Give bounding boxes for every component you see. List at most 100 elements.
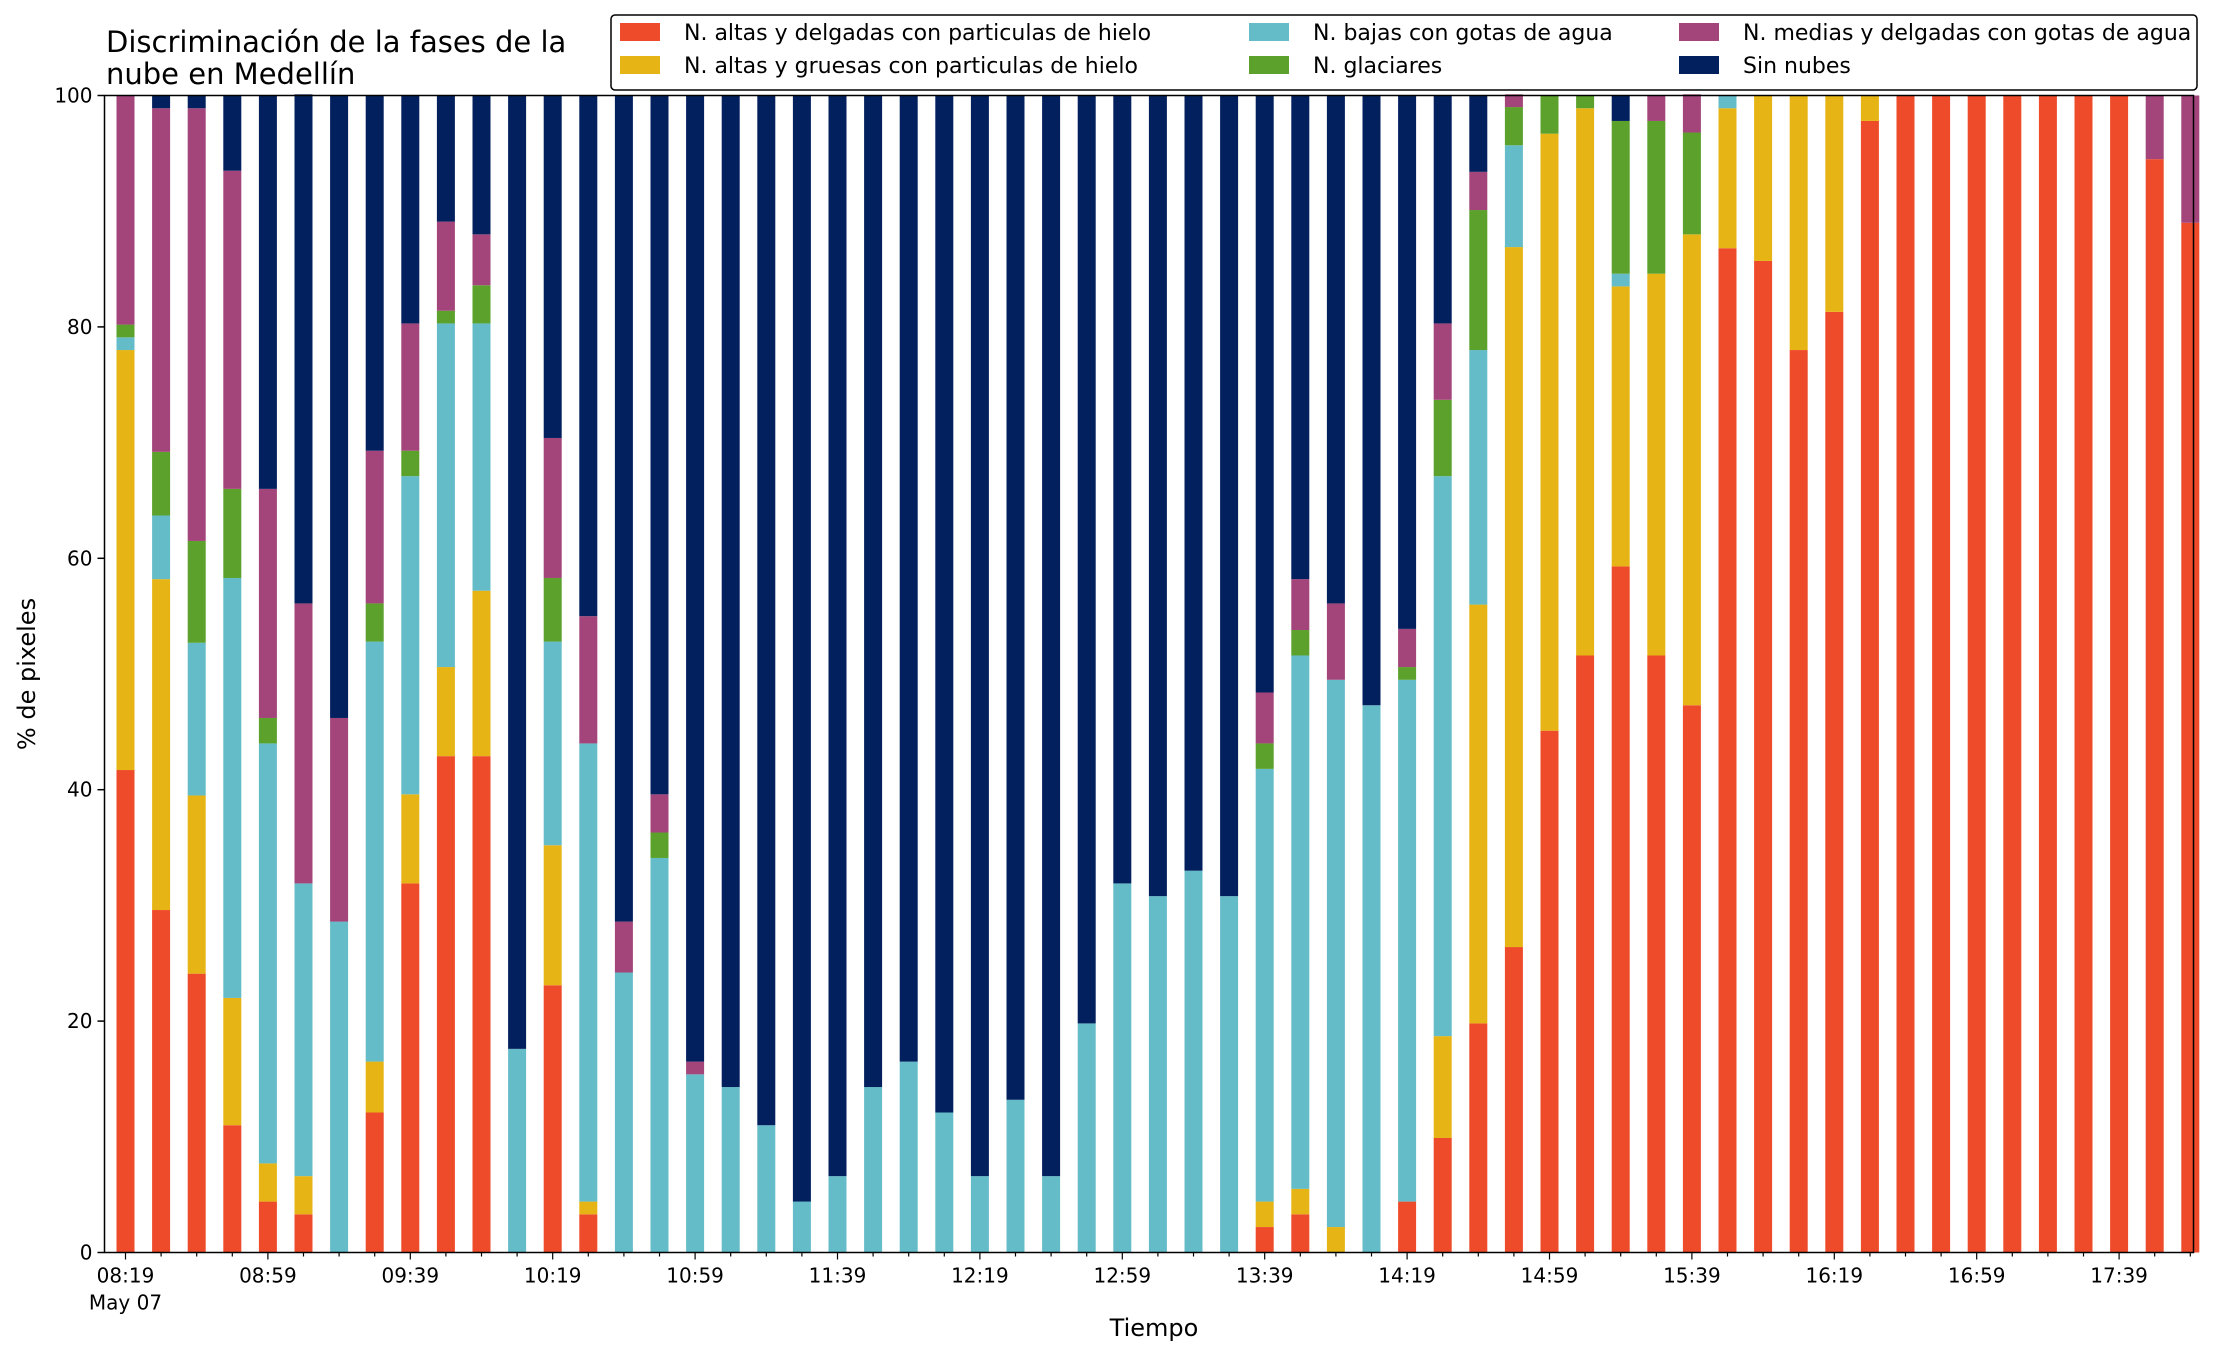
bar-segment-s2-i22 (899, 1061, 918, 1253)
bar-segment-s5-i14 (614, 95, 633, 922)
bars-layer (116, 94, 2200, 1253)
x-tick-label: 08:19 (97, 1264, 155, 1288)
bar-segment-s4-i0 (116, 95, 135, 325)
bar-segment-s4-i32 (1255, 692, 1274, 744)
bar-segment-s0-i12 (543, 985, 562, 1253)
bar-segment-s0-i55 (2074, 95, 2093, 1253)
bar-segment-s5-i6 (330, 95, 349, 718)
legend-swatch (1249, 56, 1289, 74)
bar-segment-s4-i58 (2181, 95, 2200, 223)
bar-segment-s2-i18 (757, 1125, 776, 1253)
y-tick-label: 0 (80, 1241, 93, 1265)
bar-segment-s1-i48 (1825, 95, 1844, 312)
bar-segment-s5-i26 (1042, 95, 1061, 1177)
bar-segment-s3-i44 (1682, 132, 1701, 235)
bar-segment-s4-i15 (650, 794, 669, 833)
bar-segment-s1-i0 (116, 350, 135, 771)
bar-segment-s0-i45 (1718, 248, 1737, 1253)
bar-segment-s0-i57 (2145, 159, 2164, 1253)
bar-segment-s5-i23 (935, 95, 954, 1113)
bar-segment-s1-i47 (1789, 95, 1808, 351)
bar-segment-s5-i9 (436, 95, 455, 222)
y-tick-label: 80 (67, 315, 92, 339)
bar-segment-s5-i4 (258, 95, 277, 489)
legend-label: N. glaciares (1313, 54, 1442, 79)
bar-segment-s5-i33 (1291, 95, 1310, 580)
bar-segment-s5-i13 (579, 95, 598, 617)
bar-segment-s0-i46 (1754, 260, 1773, 1253)
bar-segment-s3-i9 (436, 310, 455, 324)
bar-segment-s2-i4 (258, 743, 277, 1164)
bar-segment-s0-i1 (152, 910, 171, 1253)
x-tick-label: 15:39 (1663, 1264, 1721, 1288)
bar-segment-s5-i25 (1006, 95, 1025, 1100)
bar-segment-s2-i29 (1148, 896, 1167, 1253)
bar-segment-s4-i39 (1504, 94, 1523, 108)
bar-segment-s1-i1 (152, 579, 171, 911)
bar-segment-s5-i35 (1362, 95, 1381, 706)
bar-segment-s5-i38 (1469, 95, 1488, 172)
bar-segment-s2-i34 (1326, 679, 1345, 1228)
x-tick-label: 12:19 (951, 1264, 1009, 1288)
bar-segment-s5-i7 (365, 95, 384, 451)
bar-segment-s4-i7 (365, 450, 384, 604)
bar-segment-s3-i41 (1576, 95, 1595, 109)
bar-segment-s3-i33 (1291, 630, 1310, 656)
bar-segment-s5-i29 (1148, 95, 1167, 897)
bar-segment-s2-i26 (1042, 1176, 1061, 1253)
bar-segment-s1-i4 (258, 1163, 277, 1202)
x-tick-label: 14:19 (1378, 1264, 1436, 1288)
bar-segment-s3-i43 (1647, 120, 1666, 274)
bar-segment-s0-i3 (223, 1125, 242, 1253)
legend: N. altas y delgadas con particulas de hi… (610, 14, 2198, 91)
bar-segment-s1-i13 (579, 1201, 598, 1215)
bar-segment-s1-i34 (1326, 1227, 1345, 1253)
bar-segment-s2-i9 (436, 323, 455, 668)
bar-segment-s1-i44 (1682, 234, 1701, 706)
bar-segment-s3-i4 (258, 717, 277, 744)
bar-segment-s0-i41 (1576, 655, 1595, 1253)
bar-segment-s2-i23 (935, 1112, 954, 1253)
y-tick-label: 100 (54, 84, 92, 108)
x-tick-label: 16:19 (1805, 1264, 1863, 1288)
bar-segment-s5-i15 (650, 95, 669, 795)
legend-box (610, 14, 2198, 91)
legend-swatch (620, 23, 660, 41)
bar-segment-s2-i28 (1113, 883, 1132, 1253)
bar-segment-s2-i16 (686, 1074, 705, 1253)
bar-segment-s0-i47 (1789, 350, 1808, 1253)
bar-segment-s4-i5 (294, 603, 313, 884)
x-tick-sublabel: May 07 (89, 1291, 162, 1315)
bar-segment-s0-i9 (436, 756, 455, 1253)
bar-segment-s1-i40 (1540, 133, 1559, 731)
bar-segment-s4-i1 (152, 108, 171, 452)
bar-segment-s2-i17 (721, 1087, 740, 1253)
bar-segment-s5-i17 (721, 95, 740, 1088)
bar-segment-s4-i57 (2145, 95, 2164, 160)
bar-segment-s2-i11 (508, 1048, 527, 1253)
legend-label: N. bajas con gotas de agua (1313, 21, 1613, 46)
bar-segment-s5-i22 (899, 95, 918, 1062)
bar-segment-s5-i32 (1255, 95, 1274, 693)
bar-segment-s3-i3 (223, 488, 242, 578)
bar-segment-s5-i19 (792, 95, 811, 1202)
bar-segment-s5-i10 (472, 95, 491, 235)
bar-segment-s3-i36 (1398, 667, 1417, 680)
bar-segment-s4-i12 (543, 437, 562, 578)
bar-segment-s1-i45 (1718, 108, 1737, 249)
bar-segment-s0-i37 (1433, 1137, 1452, 1253)
bar-segment-s1-i43 (1647, 273, 1666, 656)
bar-segment-s5-i2 (187, 95, 206, 109)
bar-segment-s1-i41 (1576, 108, 1595, 656)
bar-segment-s0-i2 (187, 973, 206, 1253)
bar-segment-s0-i0 (116, 770, 135, 1253)
bar-segment-s4-i34 (1326, 603, 1345, 680)
bar-segment-s0-i32 (1255, 1227, 1274, 1253)
bar-segment-s2-i20 (828, 1176, 847, 1253)
bar-segment-s0-i10 (472, 756, 491, 1253)
bar-segment-s0-i49 (1860, 120, 1879, 1253)
bar-segment-s2-i36 (1398, 679, 1417, 1202)
bar-segment-s0-i52 (1967, 95, 1986, 1253)
bar-segment-s5-i12 (543, 95, 562, 438)
bar-segment-s1-i12 (543, 845, 562, 986)
